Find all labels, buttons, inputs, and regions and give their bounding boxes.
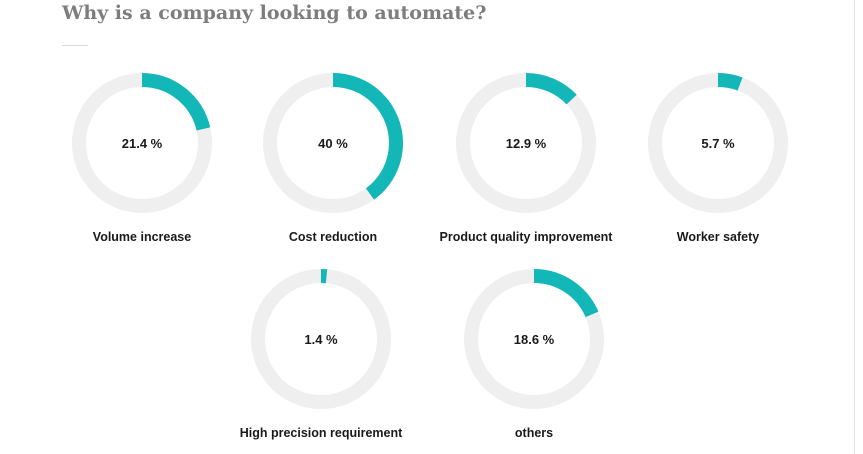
title-underline xyxy=(62,45,88,46)
donut-value-arc xyxy=(263,73,403,213)
donut-category-label: Product quality improvement xyxy=(440,230,614,244)
donut-high-precision-requirement: 1.4 % High precision requirement xyxy=(240,269,403,440)
donut-value-label: 40 % xyxy=(318,136,348,151)
donut-value-arc xyxy=(456,73,596,213)
donut-category-label: Volume increase xyxy=(93,230,191,244)
donut-product-quality-improvement: 12.9 % Product quality improvement xyxy=(440,73,614,244)
donut-value-arc xyxy=(72,73,212,213)
donut-value-arc xyxy=(464,269,604,409)
chart-title: Why is a company looking to automate? xyxy=(62,2,487,24)
donut-volume-increase: 21.4 % Volume increase xyxy=(72,73,212,244)
donut-category-label: High precision requirement xyxy=(240,426,403,440)
donut-value-label: 21.4 % xyxy=(122,136,163,151)
donut-others: 18.6 % others xyxy=(464,269,604,440)
donut-value-arc xyxy=(251,269,391,409)
donut-category-label: others xyxy=(515,426,553,440)
donut-value-label: 18.6 % xyxy=(514,332,555,347)
donut-worker-safety: 5.7 % Worker safety xyxy=(648,73,788,244)
donut-category-label: Cost reduction xyxy=(289,230,377,244)
donut-value-label: 1.4 % xyxy=(304,332,338,347)
page-edge-divider xyxy=(854,0,855,454)
donut-value-label: 5.7 % xyxy=(701,136,735,151)
donut-value-arc xyxy=(648,73,788,213)
donut-value-label: 12.9 % xyxy=(506,136,547,151)
donut-category-label: Worker safety xyxy=(677,230,759,244)
donut-cost-reduction: 40 % Cost reduction xyxy=(263,73,403,244)
